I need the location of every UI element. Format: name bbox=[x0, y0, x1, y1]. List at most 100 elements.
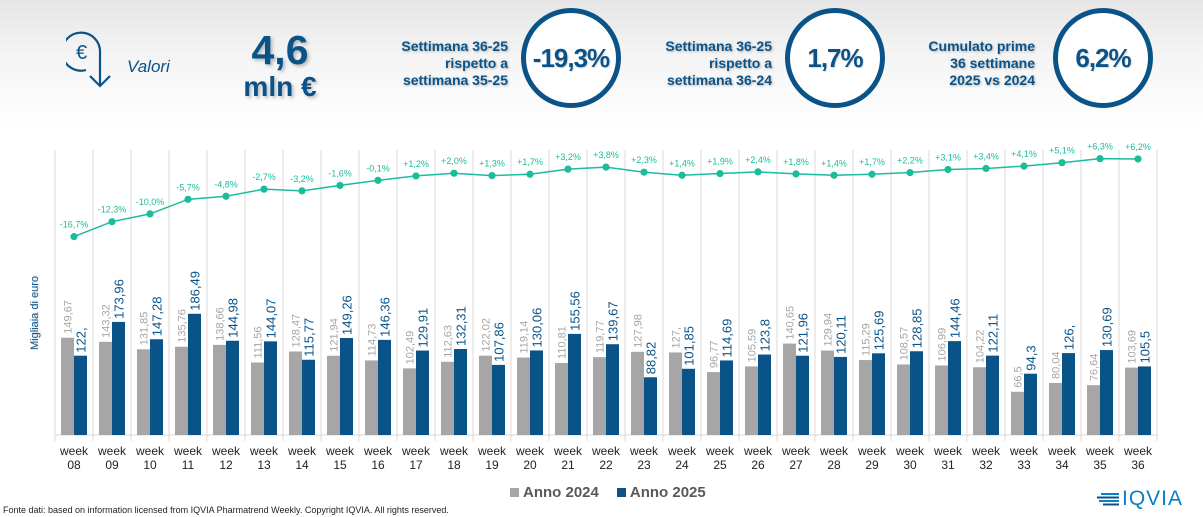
bar-label-2025: 146,36 bbox=[378, 297, 393, 337]
cumulative-label: +1,3% bbox=[479, 159, 505, 169]
bar-label-2025: 144,98 bbox=[226, 298, 241, 338]
cumulative-point bbox=[944, 165, 952, 174]
bar-2024 bbox=[593, 357, 606, 435]
x-tick-label-week: week bbox=[705, 444, 735, 458]
x-tick-label-number: 19 bbox=[485, 458, 499, 472]
cumulative-label: +1,4% bbox=[669, 158, 695, 168]
cumulative-point bbox=[146, 210, 154, 218]
x-tick-label-week: week bbox=[97, 444, 127, 458]
bar-2025 bbox=[1100, 350, 1113, 435]
cumulative-label: +3,2% bbox=[555, 152, 581, 162]
x-tick-label-week: week bbox=[363, 444, 393, 458]
euro-arrow-down-icon: € bbox=[66, 31, 111, 88]
kpi-label-line: rispetto a bbox=[444, 55, 508, 71]
bar-label-2024: 114,73 bbox=[367, 324, 379, 357]
total-value: 4,6 mln € bbox=[240, 28, 320, 102]
bar-2025 bbox=[112, 321, 125, 435]
cumulative-label: +6,2% bbox=[1125, 142, 1151, 152]
kpi-weekly-vs-last-year-value: 1,7% bbox=[785, 8, 885, 108]
bar-2025 bbox=[758, 354, 771, 435]
bar-label-2024: 111,56 bbox=[253, 326, 265, 358]
cumulative-label: -2,7% bbox=[252, 172, 276, 182]
x-tick-label-week: week bbox=[325, 444, 355, 458]
bar-2025 bbox=[340, 337, 353, 435]
bar-label-2025: 126, bbox=[1062, 325, 1077, 350]
cumulative-point bbox=[754, 168, 762, 176]
cumulative-point bbox=[640, 168, 648, 176]
bar-2025 bbox=[226, 340, 239, 435]
bar-label-2025: 173,96 bbox=[112, 279, 127, 319]
bar-label-2025: 130,69 bbox=[1100, 307, 1115, 347]
bar-label-2024: 122,02 bbox=[481, 318, 493, 352]
x-tick-label-week: week bbox=[211, 444, 241, 458]
cumulative-point bbox=[982, 164, 990, 173]
bar-2025 bbox=[568, 333, 581, 435]
bar-label-2025: 129,91 bbox=[416, 308, 431, 348]
bar-2024 bbox=[403, 368, 416, 435]
cumulative-point bbox=[70, 233, 78, 241]
bar-label-2024: 103,69 bbox=[1127, 330, 1139, 364]
bar-label-2024: 112,63 bbox=[443, 325, 455, 358]
cumulative-label: -3,2% bbox=[290, 174, 314, 184]
bar-2025 bbox=[720, 360, 733, 435]
legend-swatch-2024 bbox=[510, 488, 519, 497]
cumulative-label: +4,1% bbox=[1011, 149, 1037, 159]
bar-2025 bbox=[948, 341, 961, 435]
x-tick-label-number: 11 bbox=[182, 458, 195, 472]
bar-2024 bbox=[745, 366, 758, 435]
bar-2024 bbox=[99, 341, 112, 435]
cumulative-point bbox=[222, 192, 230, 200]
kpi-label-line: Cumulato prime bbox=[928, 38, 1035, 54]
x-tick-label-number: 15 bbox=[333, 458, 347, 472]
bar-label-2025: 94,3 bbox=[1024, 345, 1039, 370]
bar-label-2025: 88,82 bbox=[644, 342, 659, 375]
x-tick-label-week: week bbox=[971, 444, 1001, 458]
bar-2024 bbox=[479, 355, 492, 435]
bar-2024 bbox=[137, 349, 150, 435]
x-tick-label-week: week bbox=[591, 444, 621, 458]
x-tick-label-number: 26 bbox=[751, 458, 765, 472]
cumulative-point bbox=[1020, 162, 1028, 170]
x-tick-label-number: 13 bbox=[257, 458, 271, 472]
bar-label-2024: 106,99 bbox=[937, 328, 949, 362]
cumulative-label: +2,0% bbox=[441, 156, 467, 166]
iqvia-logo: IQVIA bbox=[1097, 487, 1183, 511]
bar-2025 bbox=[986, 355, 999, 435]
bar-label-2024: 127, bbox=[671, 327, 683, 348]
kpi-label-line: settimana 35-25 bbox=[402, 72, 508, 88]
bar-2024 bbox=[365, 360, 378, 435]
x-tick-label-week: week bbox=[1123, 444, 1153, 458]
bar-2025 bbox=[150, 339, 163, 435]
cumulative-label: -16,7% bbox=[60, 220, 89, 230]
bar-label-2025: 122, bbox=[74, 327, 89, 352]
bar-label-2024: 105,59 bbox=[747, 329, 759, 363]
bar-2024 bbox=[821, 350, 834, 435]
bar-2024 bbox=[669, 352, 682, 435]
bar-2025 bbox=[416, 350, 429, 435]
cumulative-point bbox=[716, 169, 724, 178]
bar-2024 bbox=[289, 351, 302, 435]
x-tick-label-week: week bbox=[553, 444, 583, 458]
cumulative-point bbox=[184, 195, 192, 203]
bar-2024 bbox=[251, 362, 264, 435]
bar-label-2024: 102,49 bbox=[405, 331, 417, 365]
x-tick-label-week: week bbox=[895, 444, 925, 458]
legend-item-2024: Anno 2024 bbox=[510, 484, 599, 501]
bar-2025 bbox=[264, 341, 277, 435]
bar-2024 bbox=[973, 367, 986, 435]
bar-label-2024: 66,5 bbox=[1013, 366, 1025, 387]
total-value-unit: mln € bbox=[243, 71, 317, 102]
bar-label-2024: 128,47 bbox=[291, 314, 303, 348]
x-tick-label-number: 18 bbox=[447, 458, 461, 472]
bar-label-2025: 149,26 bbox=[340, 295, 355, 335]
cumulative-point bbox=[412, 172, 420, 180]
kpi-weekly-vs-last-year-label: Settimana 36-25 rispetto a settimana 36-… bbox=[650, 38, 772, 89]
cumulative-label: +3,8% bbox=[593, 150, 619, 160]
bar-2025 bbox=[74, 355, 87, 435]
x-tick-label-week: week bbox=[1047, 444, 1077, 458]
data-source-note: Fonte dati: based on information license… bbox=[3, 505, 449, 515]
cumulative-point bbox=[1134, 155, 1142, 163]
bar-label-2024: 76,64 bbox=[1089, 354, 1101, 382]
legend-label-2024: Anno 2024 bbox=[523, 484, 599, 501]
x-tick-label-number: 32 bbox=[979, 458, 993, 472]
